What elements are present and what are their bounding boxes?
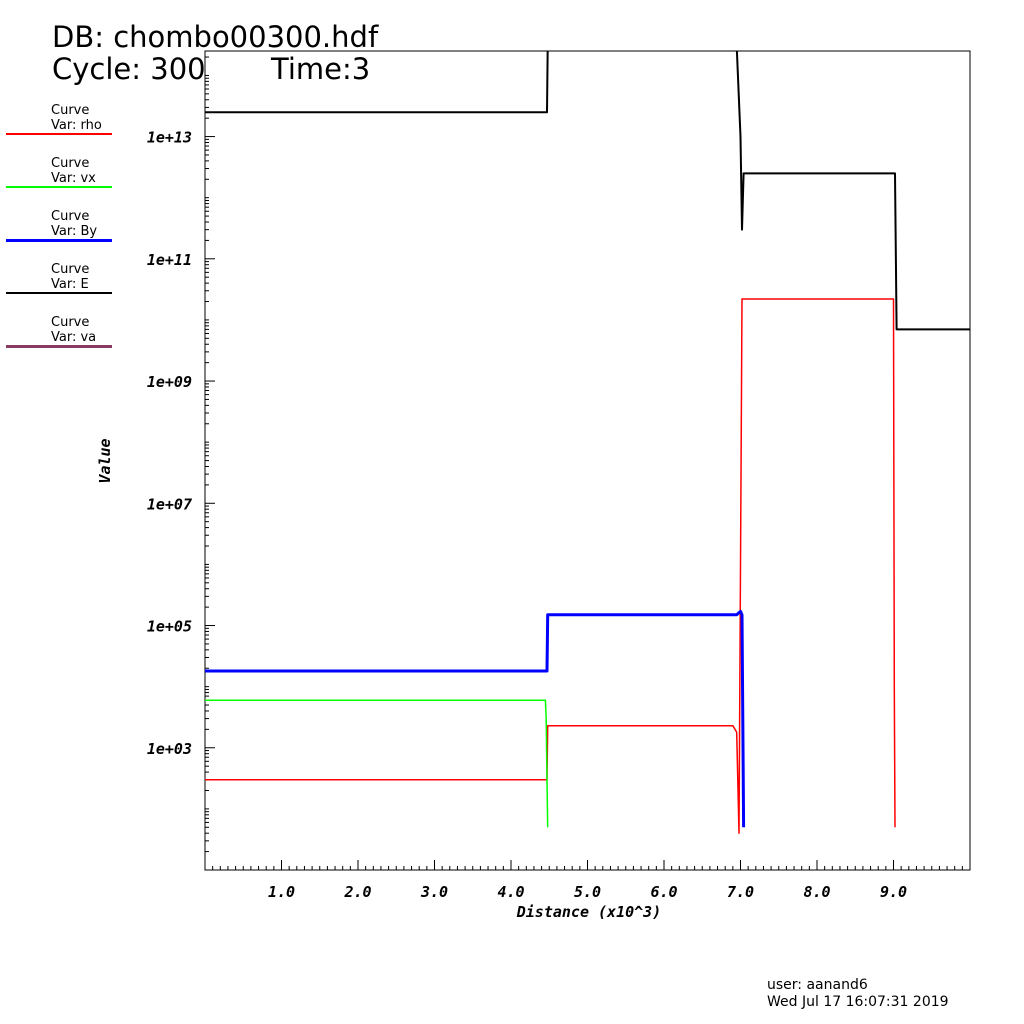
series-layer — [205, 51, 970, 834]
legend-item-e: Curve Var: E — [6, 263, 112, 303]
legend-swatch — [6, 186, 112, 188]
footer-user: user: aanand6 — [767, 977, 868, 993]
x-axis-title: Distance (x10^3) — [516, 903, 662, 921]
series-line-rho — [205, 298, 896, 834]
legend-item-by: Curve Var: By — [6, 210, 112, 250]
legend-curve-label: Curve — [51, 209, 90, 224]
y-tick-label: 1e+07 — [147, 495, 192, 513]
legend-curve-label: Curve — [51, 262, 90, 277]
y-tick-label: 1e+05 — [147, 618, 192, 636]
x-tick-label: 6.0 — [650, 883, 677, 901]
series-line-vx — [205, 699, 549, 828]
legend-item-vx: Curve Var: vx — [6, 157, 112, 197]
legend-curve-label: Curve — [51, 103, 90, 118]
legend-swatch — [6, 133, 112, 135]
legend-swatch — [6, 345, 112, 348]
y-tick-label: 1e+09 — [147, 373, 192, 391]
series-line-e — [205, 51, 970, 331]
y-tick-label: 1e+03 — [147, 740, 192, 758]
y-tick-label: 1e+13 — [147, 129, 192, 147]
legend-var-label: Var: By — [51, 224, 98, 239]
y-axis-title: Value — [96, 438, 114, 483]
x-tick-label: 9.0 — [880, 883, 907, 901]
footer-date: Wed Jul 17 16:07:31 2019 — [767, 994, 949, 1010]
legend-item-rho: Curve Var: rho — [6, 104, 112, 144]
legend-curve-label: Curve — [51, 156, 90, 171]
legend-curve-label: Curve — [51, 315, 90, 330]
cycle-label: Cycle: 300 — [52, 52, 206, 86]
legend-var-label: Var: vx — [51, 171, 96, 186]
x-tick-label: 3.0 — [420, 883, 448, 901]
x-tick-label: 4.0 — [497, 883, 524, 901]
x-tick-label: 5.0 — [574, 883, 601, 901]
x-tick-label: 1.0 — [268, 883, 295, 901]
legend-var-label: Var: va — [51, 330, 97, 345]
legend-item-va: Curve Var: va — [6, 316, 112, 356]
tick-labels: 1.0 2.0 3.0 4.0 5.0 6.0 7.0 8.0 9.0 1e+03 1e+05 1e+… — [147, 129, 907, 901]
legend-var-label: Var: rho — [51, 118, 102, 133]
legend-swatch — [6, 292, 112, 294]
axis-ticks — [205, 56, 963, 871]
x-tick-label: 8.0 — [803, 883, 830, 901]
time-label: Time:3 — [271, 52, 371, 86]
y-tick-label: 1e+11 — [147, 251, 192, 269]
legend-var-label: Var: E — [51, 277, 89, 292]
db-title: DB: chombo00300.hdf — [52, 20, 379, 54]
x-tick-label: 2.0 — [343, 883, 371, 901]
x-tick-label: 7.0 — [727, 883, 754, 901]
series-line-by — [205, 609, 746, 828]
legend-swatch — [6, 239, 112, 242]
